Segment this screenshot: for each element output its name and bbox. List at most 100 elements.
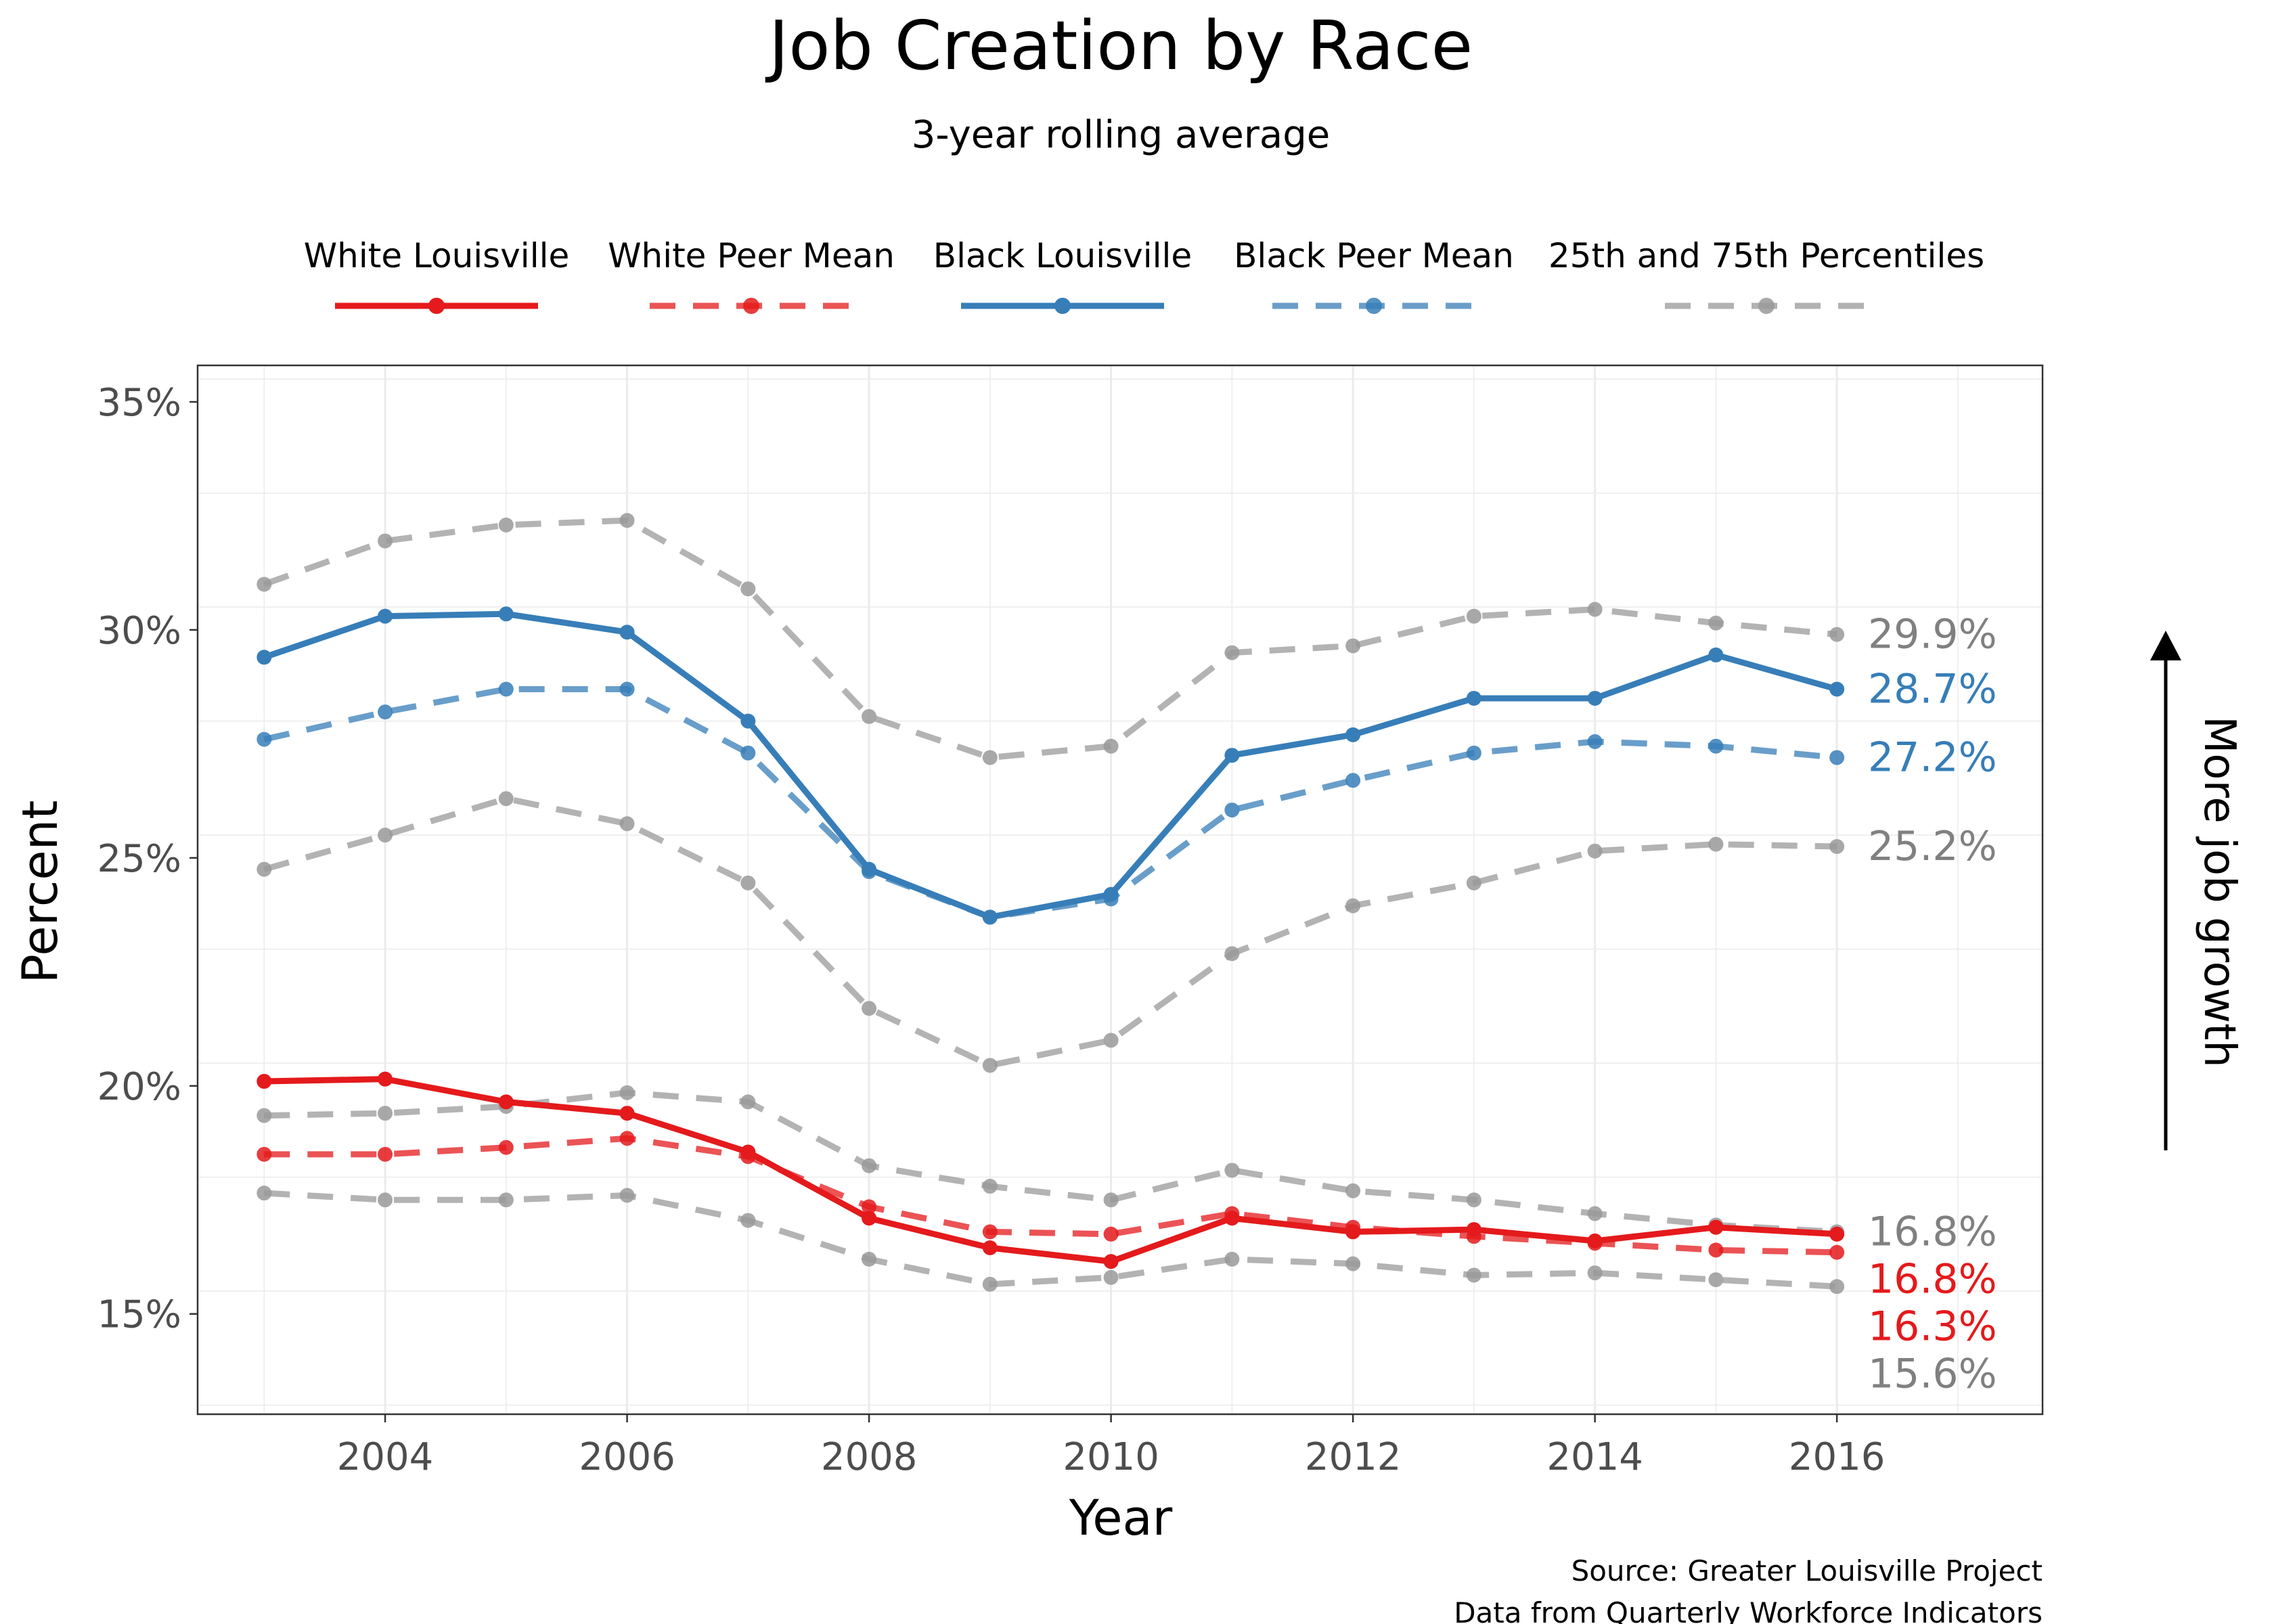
series-black-75th-percentile <box>257 513 1845 765</box>
data-point <box>498 681 514 697</box>
data-point <box>1224 748 1240 763</box>
data-point <box>862 1001 877 1016</box>
data-point <box>1103 1033 1119 1048</box>
data-point <box>1466 875 1481 890</box>
end-value-label: 16.3% <box>1868 1303 1997 1350</box>
data-point <box>1708 647 1724 662</box>
data-point <box>740 581 756 597</box>
data-point <box>1103 1192 1119 1208</box>
source-caption: Source: Greater Louisville Project <box>1571 1554 2043 1587</box>
x-tick-label: 2010 <box>1063 1435 1159 1479</box>
end-value-label: 28.7% <box>1868 665 1997 713</box>
data-point <box>257 1186 272 1201</box>
data-point <box>378 608 393 624</box>
data-point <box>1466 1267 1481 1283</box>
up-arrow-icon <box>2150 631 2181 660</box>
legend-item-white-peer-mean: White Peer Mean <box>608 236 895 314</box>
data-point <box>1345 1183 1361 1198</box>
data-point <box>740 1094 756 1110</box>
data-point <box>1708 1219 1724 1235</box>
data-point <box>1587 1233 1603 1248</box>
data-point <box>1587 1206 1603 1221</box>
series-layer <box>257 513 1845 1294</box>
data-point <box>378 1146 393 1162</box>
data-point <box>1708 738 1724 754</box>
data-point <box>498 1192 514 1208</box>
data-point <box>1466 608 1481 624</box>
data-point <box>1345 638 1361 654</box>
chart-subtitle: 3-year rolling average <box>912 113 1330 157</box>
legend-label: White Peer Mean <box>608 236 895 275</box>
x-tick-label: 2006 <box>579 1435 675 1479</box>
end-value-label: 15.6% <box>1868 1350 1997 1397</box>
data-point <box>862 1211 877 1226</box>
legend-label: Black Louisville <box>933 236 1192 275</box>
data-point <box>498 606 514 622</box>
data-point <box>378 1106 393 1121</box>
data-point <box>1224 946 1240 962</box>
data-point <box>740 1213 756 1228</box>
data-point <box>1587 602 1603 617</box>
series-white-louisville <box>257 1071 1845 1269</box>
chart-title: Job Creation by Race <box>765 6 1473 85</box>
data-point <box>257 650 272 665</box>
y-axis-title: Percent <box>12 800 68 984</box>
data-point <box>862 1158 877 1173</box>
data-point <box>1224 1163 1240 1178</box>
annotation-text: More job growth <box>2194 716 2244 1068</box>
data-point <box>1103 1269 1119 1285</box>
y-tick-label: 30% <box>97 609 181 653</box>
data-point <box>1466 690 1481 706</box>
data-point <box>862 861 877 877</box>
data-point <box>1829 627 1845 642</box>
data-point <box>1224 645 1240 660</box>
series-line <box>264 1135 1837 1256</box>
series-black-louisville <box>257 606 1845 925</box>
data-point <box>1103 738 1119 754</box>
series-black-25th-percentile <box>257 791 1845 1073</box>
series-white-25th-percentile <box>257 1186 1845 1294</box>
data-point <box>740 745 756 761</box>
series-line <box>263 685 1837 920</box>
series-line <box>263 795 1837 1068</box>
data-point <box>1708 1272 1724 1288</box>
data-point <box>982 1224 998 1240</box>
data-point <box>1587 734 1603 749</box>
data-point <box>1708 615 1724 631</box>
data-point <box>1103 1226 1119 1242</box>
legend-item-black-peer-mean: Black Peer Mean <box>1234 236 1514 314</box>
end-value-label: 16.8% <box>1868 1255 1997 1303</box>
x-tick-label: 2012 <box>1305 1435 1402 1479</box>
end-value-label: 27.2% <box>1868 734 1997 782</box>
data-point <box>740 713 756 729</box>
data-point <box>378 828 393 843</box>
x-tick-label: 2016 <box>1789 1435 1886 1479</box>
panel-border <box>196 364 2044 1416</box>
x-axis: 2004 2006 2008 2010 2012 2014 2016 <box>337 1414 1886 1479</box>
data-point <box>1345 727 1361 742</box>
series-line <box>263 517 1837 761</box>
plot-panel <box>196 364 2044 1416</box>
legend: White Louisville White Peer Mean Black Lou… <box>304 236 1984 314</box>
legend-label: 25th and 75th Percentiles <box>1548 236 1984 275</box>
data-point <box>1829 681 1845 697</box>
data-point <box>1708 1242 1724 1258</box>
data-point <box>619 513 635 528</box>
y-tick-label: 35% <box>97 381 181 425</box>
panel-background <box>198 365 2043 1414</box>
end-value-label: 25.2% <box>1868 823 1997 870</box>
data-point <box>982 909 998 925</box>
data-point <box>1587 843 1603 859</box>
more-job-growth-annotation: More job growth <box>2150 631 2244 1150</box>
legend-key-point <box>1054 298 1071 314</box>
data-point <box>862 708 877 724</box>
data-point <box>1345 773 1361 788</box>
data-point <box>1829 1226 1845 1242</box>
data-point <box>498 1094 514 1110</box>
legend-label: Black Peer Mean <box>1234 236 1514 275</box>
series-line <box>264 1190 1837 1290</box>
data-point <box>257 1074 272 1089</box>
legend-item-black-louisville: Black Louisville <box>933 236 1192 314</box>
data-point <box>862 1199 877 1215</box>
